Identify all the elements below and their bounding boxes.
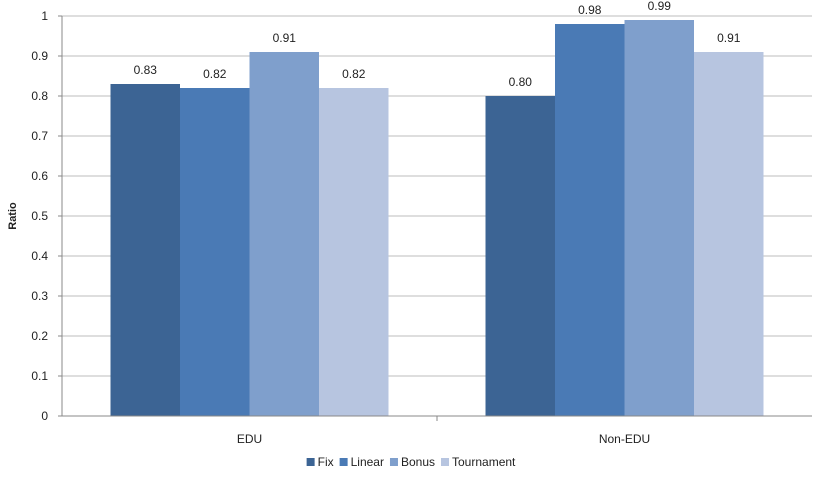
y-tick-label: 0.5: [31, 209, 48, 223]
legend-swatch-fix: [306, 458, 315, 466]
bars: [110, 20, 764, 416]
legend-label-fix: Fix: [318, 455, 334, 469]
y-tick-label: 0.1: [31, 369, 48, 383]
y-tick-label: 0.6: [31, 169, 48, 183]
data-label: 0.80: [509, 75, 533, 89]
data-label: 0.98: [578, 3, 602, 17]
data-label: 0.91: [273, 31, 297, 45]
data-label: 0.91: [717, 31, 741, 45]
y-tick-label: 0.4: [31, 249, 48, 263]
legend-swatch-bonus: [389, 458, 398, 466]
y-tick-label: 0.8: [31, 89, 48, 103]
legend-swatch-linear: [339, 458, 348, 466]
data-label: 0.82: [203, 67, 227, 81]
bar-bonus-non-edu: [624, 20, 694, 416]
y-tick-label: 0.2: [31, 329, 48, 343]
y-tick-label: 0.3: [31, 289, 48, 303]
data-labels: 0.83 0.82 0.91 0.82 0.80 0.98 0.99 0.91: [134, 0, 741, 89]
bar-linear-edu: [180, 88, 250, 416]
y-axis-title: Ratio: [7, 202, 19, 230]
legend-swatch-tournament: [441, 458, 450, 466]
bar-fix-non-edu: [485, 96, 555, 416]
bar-tournament-non-edu: [694, 52, 764, 416]
x-category-label: Non-EDU: [599, 432, 650, 446]
y-tick-label: 1: [41, 9, 48, 23]
bar-bonus-edu: [249, 52, 319, 416]
legend: Fix Linear Bonus Tournament: [306, 455, 516, 469]
data-label: 0.83: [134, 63, 158, 77]
x-category-label: EDU: [237, 432, 262, 446]
bar-tournament-edu: [319, 88, 389, 416]
y-tick-label: 0: [41, 409, 48, 423]
legend-label-tournament: Tournament: [452, 455, 516, 469]
legend-label-linear: Linear: [351, 455, 384, 469]
bar-linear-non-edu: [555, 24, 625, 416]
data-label: 0.82: [342, 67, 366, 81]
bar-fix-edu: [110, 84, 180, 416]
y-tick-label: 0.9: [31, 49, 48, 63]
legend-label-bonus: Bonus: [401, 455, 435, 469]
y-tick-label: 0.7: [31, 129, 48, 143]
data-label: 0.99: [648, 0, 672, 13]
